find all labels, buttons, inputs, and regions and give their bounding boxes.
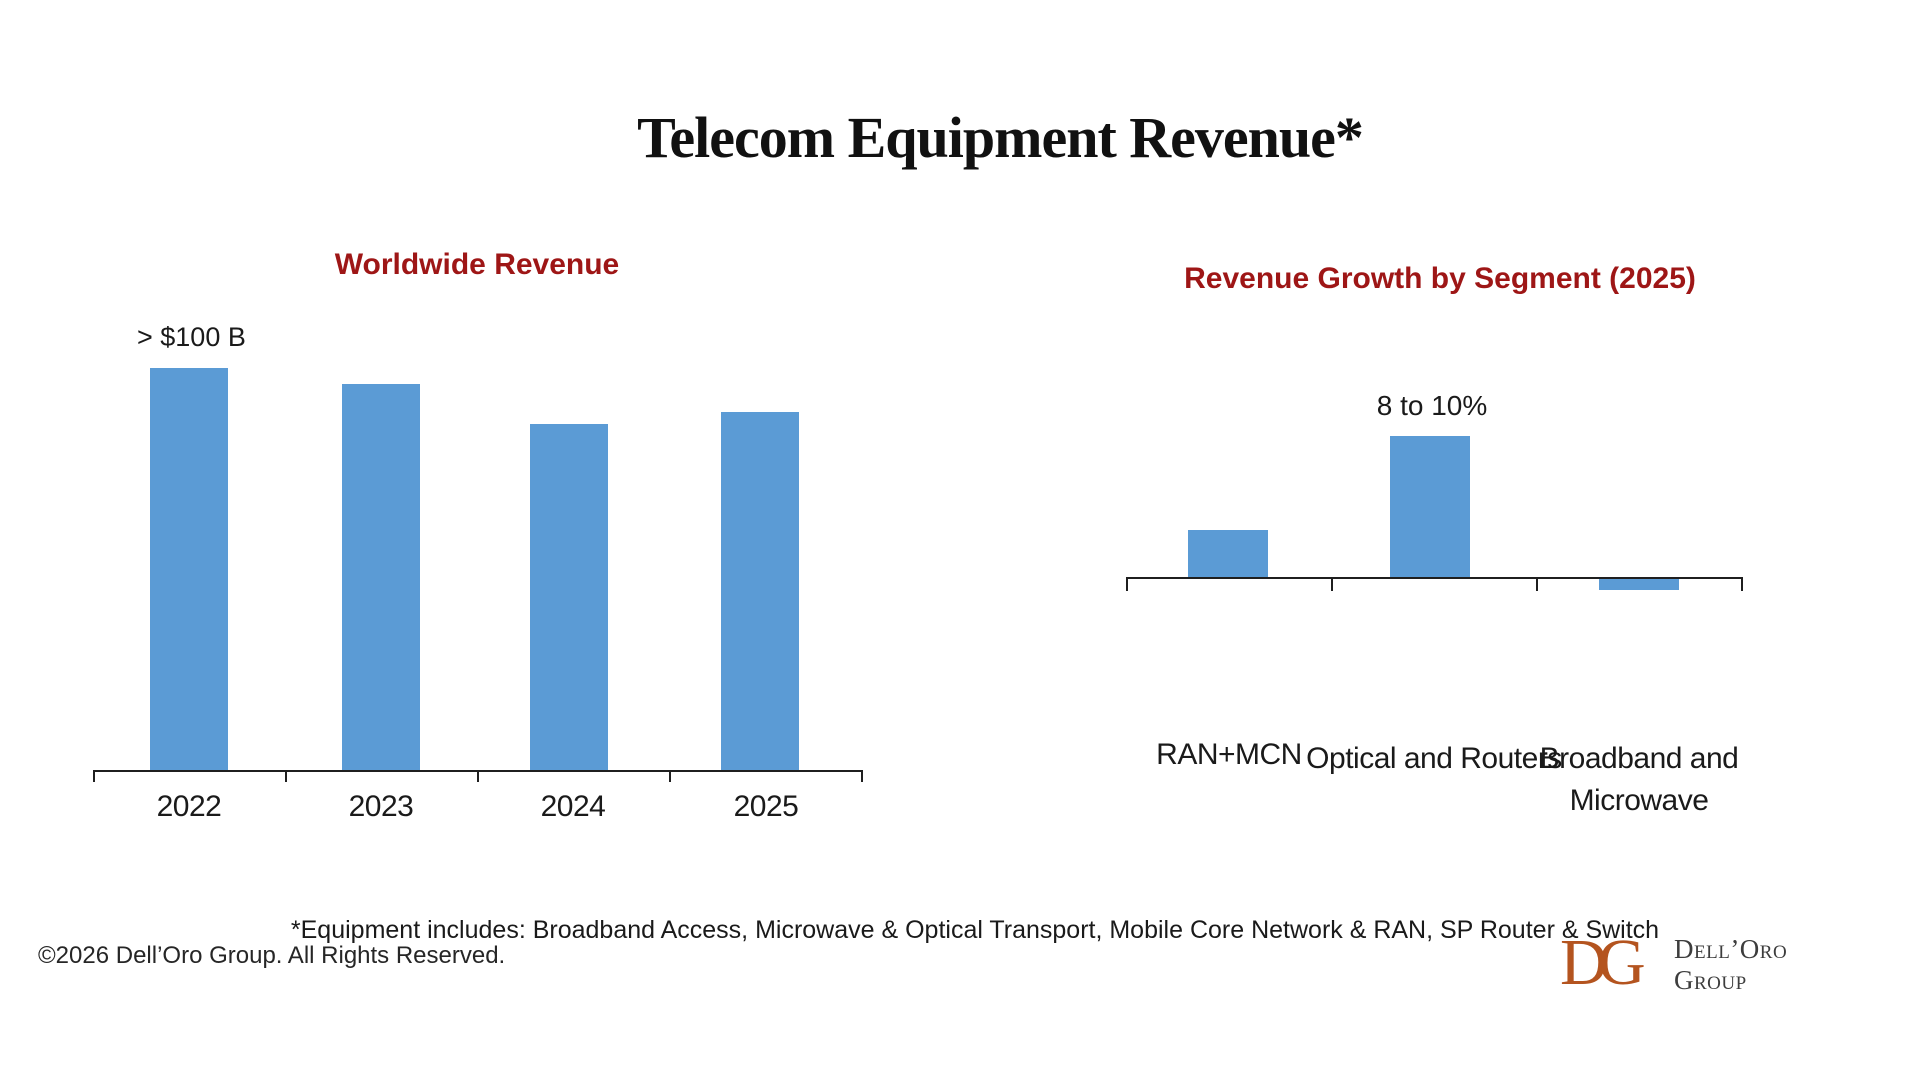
right-axis-tick (1741, 577, 1743, 591)
wordmark-line2: Group (1674, 965, 1747, 995)
left-axis-tick (93, 770, 95, 782)
delloro-wordmark: Dell’Oro Group (1674, 934, 1787, 996)
bar-2023 (342, 384, 420, 770)
left-axis-tick (669, 770, 671, 782)
left-axis-tick (477, 770, 479, 782)
delloro-monogram-icon: D G (1560, 932, 1646, 992)
bar-2025 (721, 412, 799, 770)
right-x-axis-line (1126, 577, 1743, 579)
left-axis-tick (861, 770, 863, 782)
x-label-2025: 2025 (733, 790, 799, 823)
x-label-2022: 2022 (156, 790, 222, 823)
footnote: *Equipment includes: Broadband Access, M… (290, 916, 1660, 944)
x-label-optical-routers: Optical and Routers (1306, 742, 1562, 775)
wordmark-line1: Dell’Oro (1674, 934, 1788, 964)
x-label-ran-mcn: RAN+MCN (1156, 738, 1302, 771)
left-chart-annotation: > $100 B (137, 322, 246, 352)
right-chart-title: Revenue Growth by Segment (2025) (1184, 262, 1696, 295)
copyright: ©2026 Dell’Oro Group. All Rights Reserve… (38, 942, 506, 969)
left-chart-title: Worldwide Revenue (334, 248, 620, 281)
x-label-broadband-microwave: Broadband and Microwave (1539, 742, 1739, 817)
bar-optical-routers (1390, 436, 1470, 577)
x-label-2023: 2023 (348, 790, 414, 823)
right-axis-tick (1536, 577, 1538, 591)
left-axis-tick (285, 770, 287, 782)
right-chart-annotation: 8 to 10% (1376, 390, 1488, 421)
right-axis-tick (1331, 577, 1333, 591)
bar-ran-mcn (1188, 530, 1268, 577)
monogram-letter-d: D (1560, 932, 1608, 992)
delloro-logo: D G Dell’Oro Group (1560, 932, 1787, 996)
monogram-letter-g: G (1598, 932, 1646, 992)
right-axis-tick (1126, 577, 1128, 591)
page-title: Telecom Equipment Revenue* (637, 105, 1364, 170)
x-label-2024: 2024 (540, 790, 606, 823)
bar-broadband-microwave (1599, 579, 1679, 590)
bar-2024 (530, 424, 608, 770)
bar-2022 (150, 368, 228, 770)
